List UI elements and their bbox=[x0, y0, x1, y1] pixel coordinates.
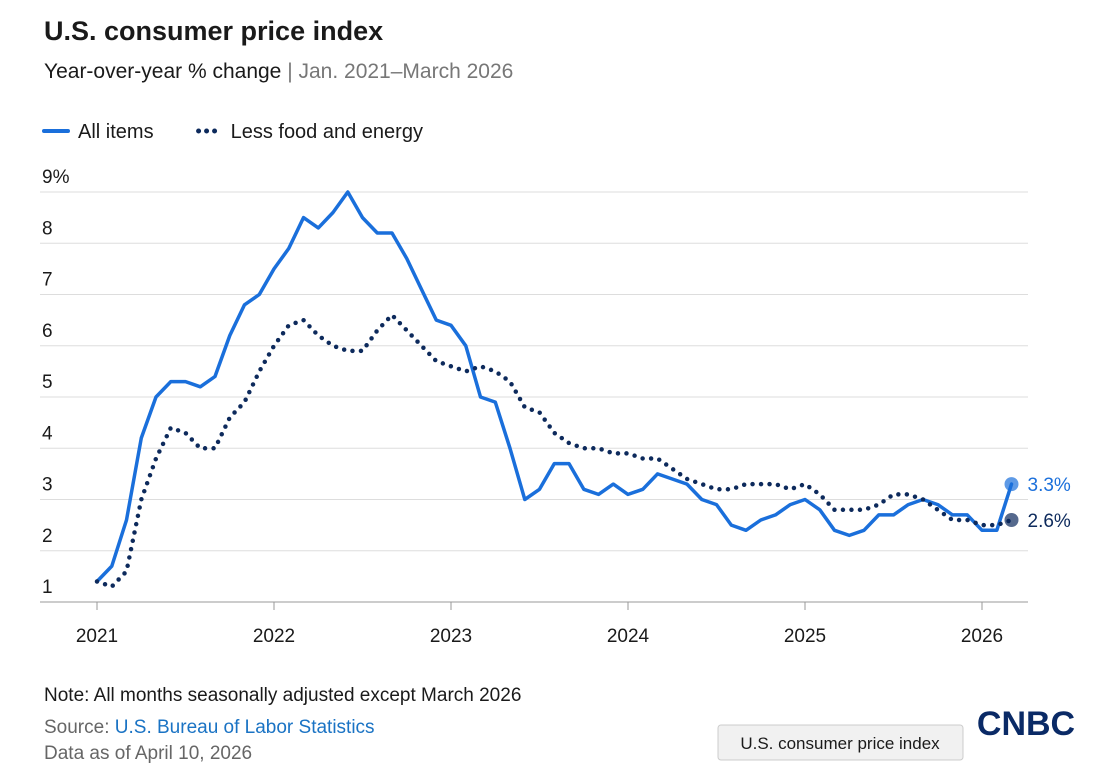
y-tick-label: 6 bbox=[42, 321, 53, 342]
x-tick-label: 2021 bbox=[76, 626, 118, 647]
y-tick-label: 4 bbox=[42, 423, 53, 444]
x-tick-label: 2025 bbox=[784, 626, 826, 647]
source-label: Source: bbox=[44, 717, 109, 738]
end-point bbox=[1004, 513, 1019, 527]
data-label: 3.3% bbox=[1028, 475, 1071, 496]
legend-label: Less food and energy bbox=[231, 121, 423, 143]
y-tick-label: 2 bbox=[42, 526, 53, 547]
source: Source: U.S. Bureau of Labor Statistics bbox=[44, 717, 375, 738]
tooltip: U.S. consumer price index bbox=[740, 734, 940, 753]
x-tick-label: 2022 bbox=[253, 626, 295, 647]
x-tick-label: 2024 bbox=[607, 626, 650, 647]
y-tick-label: 5 bbox=[42, 372, 53, 393]
logo[interactable]: CNBC bbox=[977, 705, 1075, 743]
subtitle-text: Year-over-year % change bbox=[44, 60, 281, 83]
series-line bbox=[94, 312, 1014, 589]
y-tick-label: 1 bbox=[42, 577, 53, 598]
y-tick-label: 7 bbox=[42, 270, 53, 291]
subtitle-range: | Jan. 2021–March 2026 bbox=[287, 60, 513, 83]
x-tick-label: 2026 bbox=[961, 626, 1003, 647]
source-link[interactable]: U.S. Bureau of Labor Statistics bbox=[115, 717, 375, 738]
y-tick-label: 9% bbox=[42, 167, 70, 188]
x-tick-label: 2023 bbox=[430, 626, 472, 647]
series-line bbox=[95, 190, 1014, 584]
note: Note: All months seasonally adjusted exc… bbox=[44, 685, 521, 706]
chart-title: U.S. consumer price index bbox=[44, 16, 383, 46]
data-date: Data as of April 10, 2026 bbox=[44, 743, 252, 764]
legend-label: All items bbox=[78, 121, 154, 143]
subtitle: Year-over-year % change | Jan. 2021–Marc… bbox=[44, 60, 513, 83]
y-tick-label: 8 bbox=[42, 218, 53, 239]
end-point bbox=[1004, 477, 1019, 492]
tooltip-box bbox=[717, 724, 964, 761]
y-tick-label: 3 bbox=[42, 475, 53, 496]
data-label: 2.6% bbox=[1028, 511, 1071, 532]
